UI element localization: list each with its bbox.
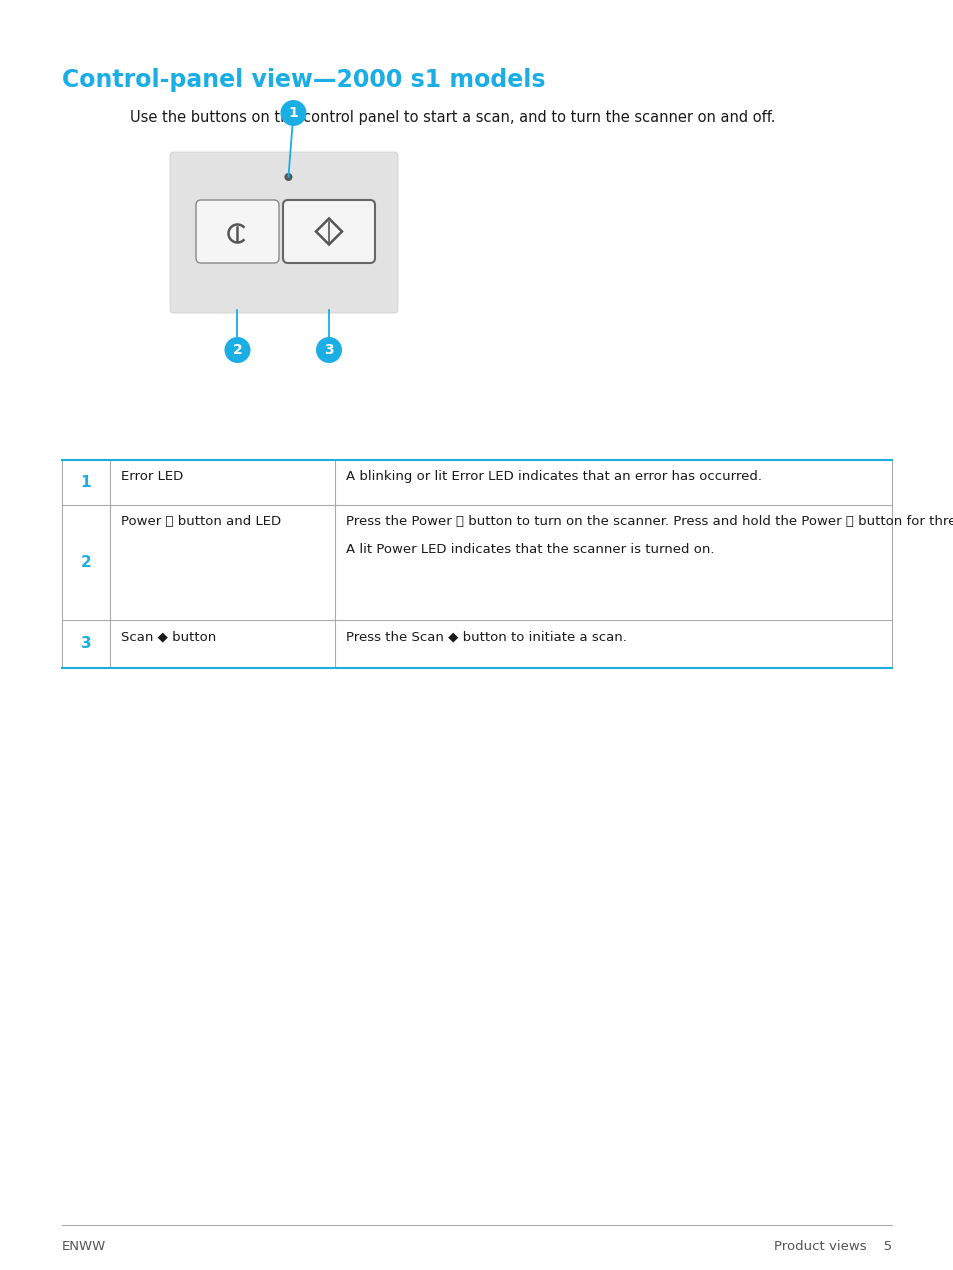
Circle shape [224, 337, 251, 363]
Circle shape [284, 173, 293, 182]
Text: Error LED: Error LED [121, 470, 183, 483]
Text: 3: 3 [81, 636, 91, 652]
Text: A blinking or lit Error LED indicates that an error has occurred.: A blinking or lit Error LED indicates th… [346, 470, 761, 483]
Text: 2: 2 [81, 555, 91, 570]
Text: 1: 1 [288, 105, 298, 119]
Text: 3: 3 [324, 343, 334, 357]
Text: 1: 1 [81, 475, 91, 490]
FancyBboxPatch shape [170, 152, 397, 312]
Text: Control-panel view—2000 s1 models: Control-panel view—2000 s1 models [62, 69, 545, 91]
Text: Scan ◆ button: Scan ◆ button [121, 630, 216, 643]
Text: 2: 2 [233, 343, 242, 357]
Text: Power ⒨ button and LED: Power ⒨ button and LED [121, 516, 281, 528]
Text: ENWW: ENWW [62, 1240, 106, 1253]
Text: A lit Power LED indicates that the scanner is turned on.: A lit Power LED indicates that the scann… [346, 544, 714, 556]
FancyBboxPatch shape [283, 199, 375, 263]
Circle shape [315, 337, 341, 363]
Circle shape [280, 100, 306, 126]
Text: Product views    5: Product views 5 [773, 1240, 891, 1253]
Text: Use the buttons on the control panel to start a scan, and to turn the scanner on: Use the buttons on the control panel to … [130, 110, 775, 124]
Text: Press the Power ⒨ button to turn on the scanner. Press and hold the Power ⒨ butt: Press the Power ⒨ button to turn on the … [346, 516, 953, 528]
FancyBboxPatch shape [195, 199, 278, 263]
Text: Press the Scan ◆ button to initiate a scan.: Press the Scan ◆ button to initiate a sc… [346, 630, 626, 643]
